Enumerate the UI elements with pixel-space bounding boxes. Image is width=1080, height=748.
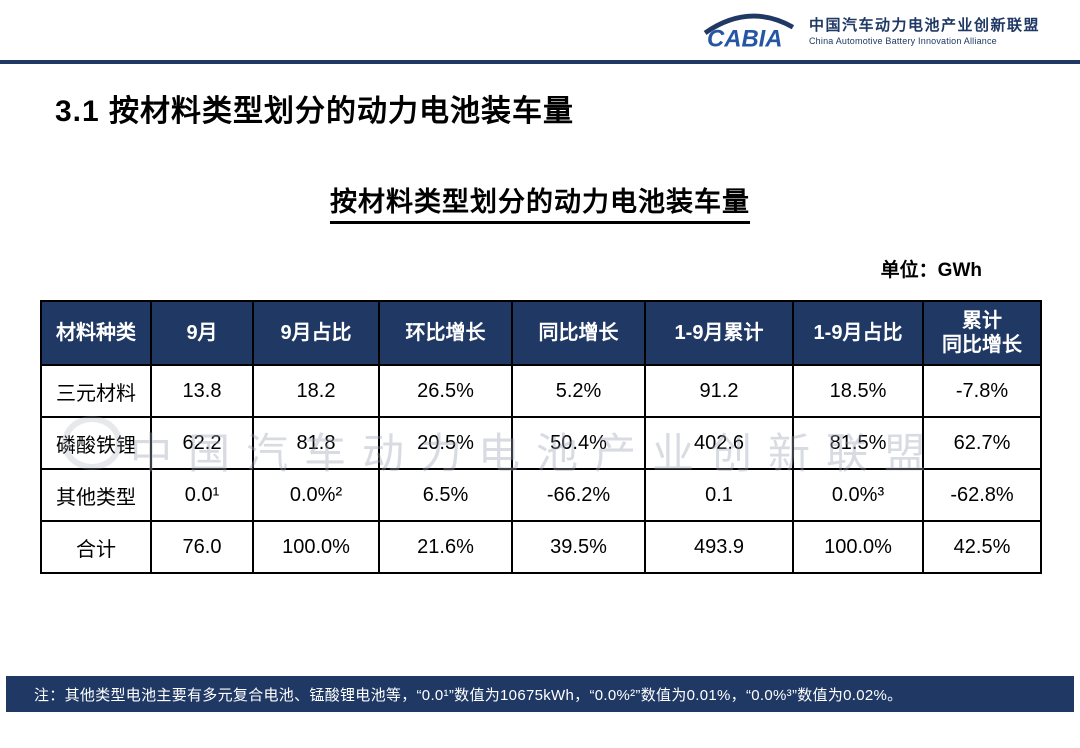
data-cell: 21.6%: [378, 520, 513, 574]
table-row: 三元材料 13.8 18.2 26.5% 5.2% 91.2 18.5% -7.8%: [40, 364, 1042, 418]
data-cell: 42.5%: [922, 520, 1042, 574]
column-header: 1-9月累计: [644, 300, 794, 366]
row-label: 其他类型: [40, 468, 152, 522]
unit-label: 单位：GWh: [880, 260, 982, 281]
data-cell: 18.5%: [792, 364, 924, 418]
brand-block: CABIA 中国汽车动力电池产业创新联盟 China Automotive Ba…: [701, 10, 1040, 52]
data-cell: 62.7%: [922, 416, 1042, 470]
column-header: 9月占比: [252, 300, 380, 366]
data-cell: 0.0%³: [792, 468, 924, 522]
data-cell: -7.8%: [922, 364, 1042, 418]
table-body: 三元材料 13.8 18.2 26.5% 5.2% 91.2 18.5% -7.8% 磷酸铁锂 6…: [40, 364, 1042, 574]
org-names: 中国汽车动力电池产业创新联盟 China Automotive Battery …: [809, 16, 1040, 46]
org-name-cn: 中国汽车动力电池产业创新联盟: [808, 17, 1040, 35]
cabia-logo-icon: CABIA: [703, 13, 795, 52]
table-row: 磷酸铁锂 62.2 81.8 20.5% 50.4% 402.6 81.5% 62.7%: [40, 416, 1042, 470]
header-divider: [0, 60, 1080, 64]
column-header: 同比增长: [511, 300, 646, 366]
data-cell: 76.0: [150, 520, 254, 574]
data-cell: 0.0%²: [252, 468, 380, 522]
column-header: 9月: [150, 300, 254, 366]
column-header: 1-9月占比: [792, 300, 924, 366]
data-cell: 18.2: [252, 364, 380, 418]
data-cell: 20.5%: [378, 416, 513, 470]
column-header: 累计 同比增长: [922, 300, 1042, 366]
logo-text: CABIA: [707, 25, 783, 52]
row-label: 三元材料: [40, 364, 152, 418]
logo-swoosh-icon: [703, 13, 795, 35]
column-header: 材料种类: [40, 300, 152, 366]
battery-table: 材料种类 9月 9月占比 环比增长 同比增长 1-9月累计 1-9月占比 累计 同比增长 三元…: [40, 300, 1042, 574]
data-cell: 493.9: [644, 520, 794, 574]
table-row: 合计 76.0 100.0% 21.6% 39.5% 493.9 100.0% 42.5%: [40, 520, 1042, 574]
data-cell: 0.0¹: [150, 468, 254, 522]
data-cell: 13.8: [150, 364, 254, 418]
data-cell: 81.8: [252, 416, 380, 470]
footer-note-bar: 注：其他类型电池主要有多元复合电池、锰酸锂电池等，“0.0¹”数值为10675k…: [6, 676, 1074, 712]
data-cell: 81.5%: [792, 416, 924, 470]
footer-note-text: 注：其他类型电池主要有多元复合电池、锰酸锂电池等，“0.0¹”数值为10675k…: [34, 686, 903, 704]
table-row: 其他类型 0.0¹ 0.0%² 6.5% -66.2% 0.1 0.0%³ -62.8%: [40, 468, 1042, 522]
data-cell: 62.2: [150, 416, 254, 470]
data-cell: 6.5%: [378, 468, 513, 522]
org-name-en: China Automotive Battery Innovation Alli…: [808, 35, 997, 46]
table-header-row: 材料种类 9月 9月占比 环比增长 同比增长 1-9月累计 1-9月占比 累计 同比增长: [40, 300, 1042, 366]
data-cell: -62.8%: [922, 468, 1042, 522]
data-cell: 0.1: [644, 468, 794, 522]
data-cell: 26.5%: [378, 364, 513, 418]
data-cell: 91.2: [644, 364, 794, 418]
column-header: 环比增长: [378, 300, 513, 366]
data-cell: 100.0%: [792, 520, 924, 574]
row-label: 合计: [40, 520, 152, 574]
page-title: 3.1 按材料类型划分的动力电池装车量: [55, 95, 575, 128]
data-cell: 100.0%: [252, 520, 380, 574]
data-cell: 5.2%: [511, 364, 646, 418]
data-cell: 39.5%: [511, 520, 646, 574]
data-cell: 50.4%: [511, 416, 646, 470]
row-label: 磷酸铁锂: [40, 416, 152, 470]
data-cell: -66.2%: [511, 468, 646, 522]
table-title: 按材料类型划分的动力电池装车量: [0, 180, 1080, 224]
table-head: 材料种类 9月 9月占比 环比增长 同比增长 1-9月累计 1-9月占比 累计 同比增长: [40, 300, 1042, 366]
data-cell: 402.6: [644, 416, 794, 470]
table-title-text: 按材料类型划分的动力电池装车量: [330, 187, 750, 224]
